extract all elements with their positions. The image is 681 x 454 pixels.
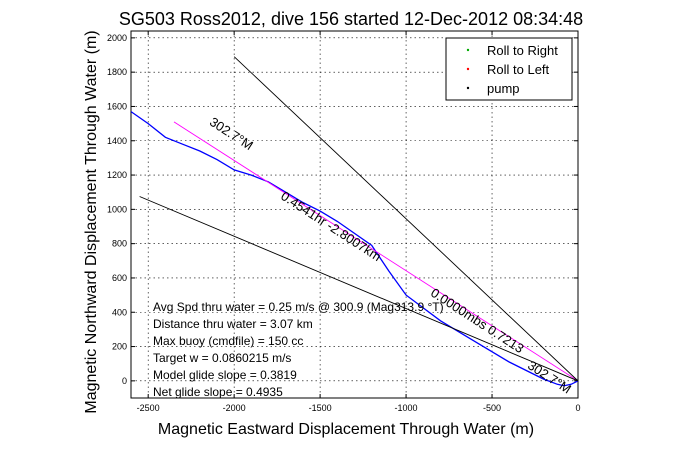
x-tick-label: -2500 [137,403,160,413]
y-tick-label: 200 [112,342,127,352]
y-tick-label: 800 [112,239,127,249]
info-line: Max buoy (cmdfile) = 150 cc [153,334,303,348]
series-line-1 [173,121,578,382]
series-group [131,56,578,387]
x-tick-label: -1500 [309,403,332,413]
y-tick-label: 600 [112,273,127,283]
legend-marker [466,67,470,71]
y-tick-label: 400 [112,307,127,317]
y-tick-label: 1200 [107,170,127,180]
legend-marker [466,86,470,90]
legend-label: Roll to Right [487,43,558,58]
x-tick-label: -1000 [395,403,418,413]
info-text-block: Avg Spd thru water = 0.25 m/s @ 300.9 (M… [153,300,444,399]
info-line: Avg Spd thru water = 0.25 m/s @ 300.9 (M… [153,300,444,314]
series-line-2 [233,56,578,382]
legend-label: pump [487,81,520,96]
y-tick-label: 0 [122,376,127,386]
x-tick-label: -500 [483,403,501,413]
x-tick-label: 0 [575,403,580,413]
y-tick-label: 1800 [107,67,127,77]
y-tick-label: 2000 [107,33,127,43]
plot-area [130,30,579,399]
info-line: Model glide slope = 0.3819 [153,368,297,382]
series-line-0 [131,111,578,387]
x-axis-label: Magnetic Eastward Displacement Through W… [158,421,534,438]
info-line: Target w = 0.0860215 m/s [153,351,291,365]
series-line-3 [139,196,578,382]
y-tick-label: 1400 [107,136,127,146]
info-line: Net glide slope = 0.4935 [153,385,283,399]
y-axis-ticks: 0 200 400 600 800 1000 1200 1400 1600 1800 2000 [107,33,578,386]
chart-title: SG503 Ross2012, dive 156 started 12-Dec-… [119,9,583,29]
legend-label: Roll to Left [487,62,550,77]
x-tick-label: -2000 [223,403,246,413]
legend-marker [466,48,470,52]
legend: Roll to Right Roll to Left pump [445,37,573,101]
info-line: Distance thru water = 3.07 km [153,317,313,331]
y-tick-label: 1000 [107,204,127,214]
x-axis-ticks: -2500 -2000 -1500 -1000 -500 0 [137,31,581,413]
y-tick-label: 1600 [107,101,127,111]
y-axis-label: Magnetic Northward Displacement Through … [83,30,100,413]
